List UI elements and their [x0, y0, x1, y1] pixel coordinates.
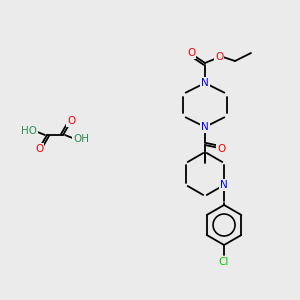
Text: OH: OH [73, 134, 89, 144]
Text: N: N [201, 78, 209, 88]
Text: O: O [215, 52, 223, 62]
Text: O: O [67, 116, 75, 126]
Text: HO: HO [21, 126, 37, 136]
Text: Cl: Cl [219, 257, 229, 267]
Text: O: O [217, 144, 225, 154]
Text: O: O [35, 144, 43, 154]
Text: N: N [220, 180, 228, 190]
Text: N: N [201, 122, 209, 132]
Text: O: O [187, 48, 195, 58]
